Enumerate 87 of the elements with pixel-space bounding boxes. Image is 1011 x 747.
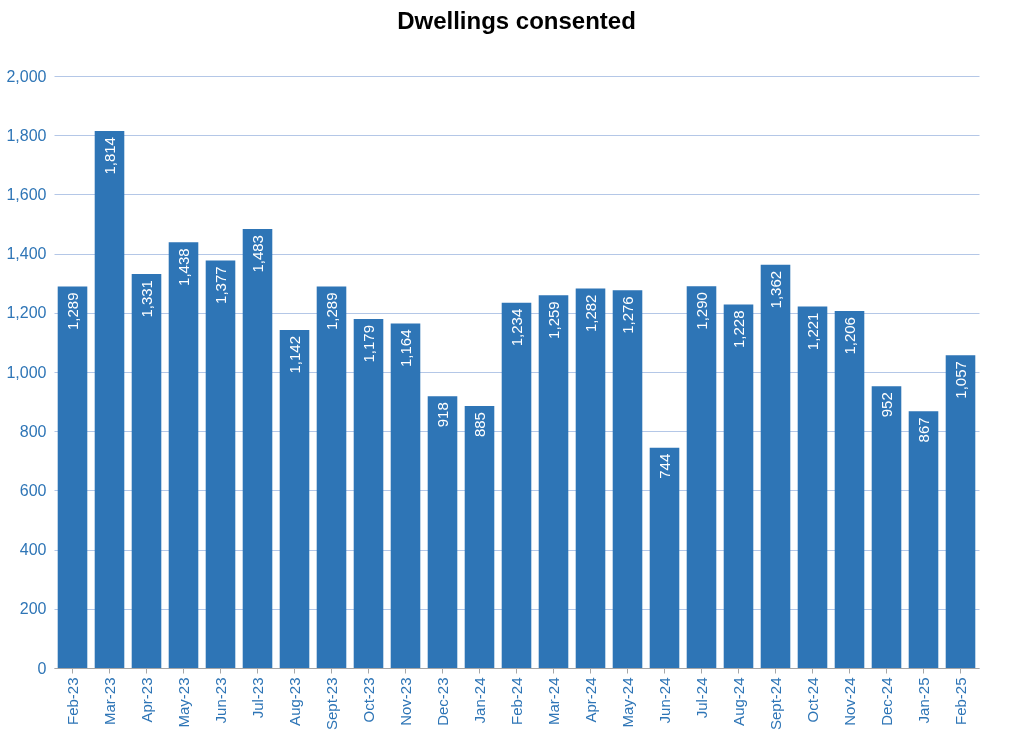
x-tick-label: Sept-23 (322, 677, 340, 731)
y-tick-label: 400 (19, 541, 47, 559)
data-label: 1,282 (581, 294, 599, 333)
bar (390, 323, 421, 668)
y-tick-label: 0 (37, 659, 47, 677)
data-label: 1,438 (174, 248, 192, 286)
x-tick-label: Feb-24 (507, 677, 525, 726)
bar (464, 406, 495, 668)
bar (205, 260, 236, 668)
y-tick-label: 1,400 (6, 245, 47, 263)
data-label: 1,228 (729, 310, 747, 349)
x-tick-label: Jul-23 (248, 677, 266, 719)
x-tick-label: Jan-24 (470, 677, 488, 724)
data-label: 1,289 (322, 292, 340, 330)
data-label: 1,164 (396, 329, 414, 367)
y-tick-label: 600 (19, 481, 47, 499)
data-label: 1,142 (285, 335, 303, 374)
bar (279, 329, 310, 668)
x-tick-label: Jun-23 (211, 677, 229, 724)
bar (168, 242, 199, 668)
data-label: 1,221 (803, 312, 821, 351)
data-label: 1,206 (840, 317, 858, 355)
x-tick-label: Jul-24 (692, 677, 710, 719)
x-tick-label: Jun-24 (655, 677, 673, 724)
y-tick-label: 1,800 (6, 126, 47, 144)
bar (908, 411, 939, 668)
bar (353, 319, 384, 668)
data-label: 1,331 (137, 280, 155, 318)
bar (686, 286, 717, 668)
y-tick-label: 800 (19, 422, 47, 440)
data-label: 1,276 (618, 296, 636, 334)
x-tick-label: Mar-24 (544, 677, 562, 726)
y-tick-label: 200 (19, 600, 47, 618)
data-label: 1,362 (766, 270, 784, 309)
bar (649, 447, 680, 668)
x-tick-label: Apr-24 (581, 677, 599, 723)
bar (242, 229, 273, 668)
x-tick-label: Sept-24 (766, 677, 784, 731)
data-label: 1,289 (63, 292, 81, 330)
data-label: 1,179 (359, 325, 377, 363)
chart-title: Dwellings consented (397, 7, 636, 34)
y-tick-label: 1,600 (6, 185, 47, 203)
bar (501, 302, 532, 668)
bar (57, 286, 88, 668)
data-label: 1,483 (248, 235, 266, 273)
bar (834, 311, 865, 668)
data-label: 952 (877, 392, 895, 418)
x-tick-label: Dec-24 (877, 677, 895, 726)
data-label: 1,259 (544, 301, 562, 339)
bar (131, 274, 162, 668)
x-tick-label: Oct-23 (359, 677, 377, 723)
bar (427, 396, 458, 668)
x-tick-label: Dec-23 (433, 677, 451, 726)
bar (316, 286, 347, 668)
bar (945, 355, 976, 668)
x-tick-label: Jan-25 (914, 677, 932, 724)
x-tick-label: Apr-23 (137, 677, 155, 723)
x-tick-label: Nov-23 (396, 677, 414, 726)
x-tick-label: Oct-24 (803, 677, 821, 723)
x-tick-label: Mar-23 (100, 677, 118, 726)
y-tick-label: 1,200 (6, 304, 47, 322)
x-tick-label: Feb-25 (951, 677, 969, 726)
x-tick-label: Feb-23 (63, 677, 81, 726)
bar (612, 290, 643, 668)
x-tick-label: Aug-24 (729, 677, 747, 726)
y-tick-label: 1,000 (6, 363, 47, 381)
data-label: 885 (470, 412, 488, 438)
data-label: 1,234 (507, 308, 525, 347)
x-tick-label: Aug-23 (285, 677, 303, 726)
data-label: 1,057 (951, 361, 969, 399)
data-label: 1,814 (100, 137, 118, 175)
bar (538, 295, 569, 668)
data-label: 1,290 (692, 292, 710, 330)
data-label: 1,377 (211, 266, 229, 304)
x-tick-label: May-24 (618, 677, 636, 728)
y-tick-label: 2,000 (6, 67, 47, 85)
bar (723, 304, 754, 668)
x-tick-label: Nov-24 (840, 677, 858, 726)
x-tick-label: May-23 (174, 677, 192, 728)
bar (797, 306, 828, 668)
bar (94, 131, 125, 668)
bar (760, 264, 791, 668)
data-label: 867 (914, 417, 932, 443)
data-label: 744 (655, 453, 673, 479)
bar (575, 288, 606, 668)
bar (871, 386, 902, 668)
data-label: 918 (433, 402, 451, 428)
